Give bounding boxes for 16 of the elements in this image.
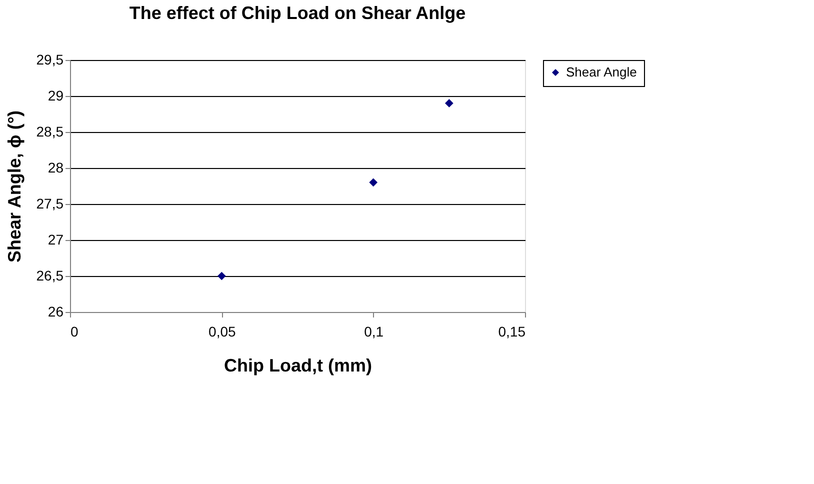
y-axis-title: Shear Angle, ϕ (°) <box>4 110 24 263</box>
x-tick-label: 0,15 <box>498 324 526 340</box>
x-tick-label: 0,05 <box>208 324 236 340</box>
legend-label: Shear Angle <box>566 64 637 80</box>
y-tick-label: 26,5 <box>36 268 64 284</box>
y-tick-label: 27,5 <box>36 196 64 212</box>
x-axis-title: Chip Load,t (mm) <box>224 356 372 376</box>
chart-title: The effect of Chip Load on Shear Anlge <box>129 3 466 23</box>
y-tick-label: 26 <box>48 304 64 320</box>
y-tick-label: 29,5 <box>36 52 64 68</box>
y-tick-label: 28,5 <box>36 124 64 140</box>
y-tick-label: 27 <box>48 232 64 248</box>
x-tick-label: 0,1 <box>364 324 384 340</box>
x-tick-label: 0 <box>70 324 78 340</box>
y-tick-label: 28 <box>48 160 64 176</box>
y-tick-label: 29 <box>48 88 64 104</box>
